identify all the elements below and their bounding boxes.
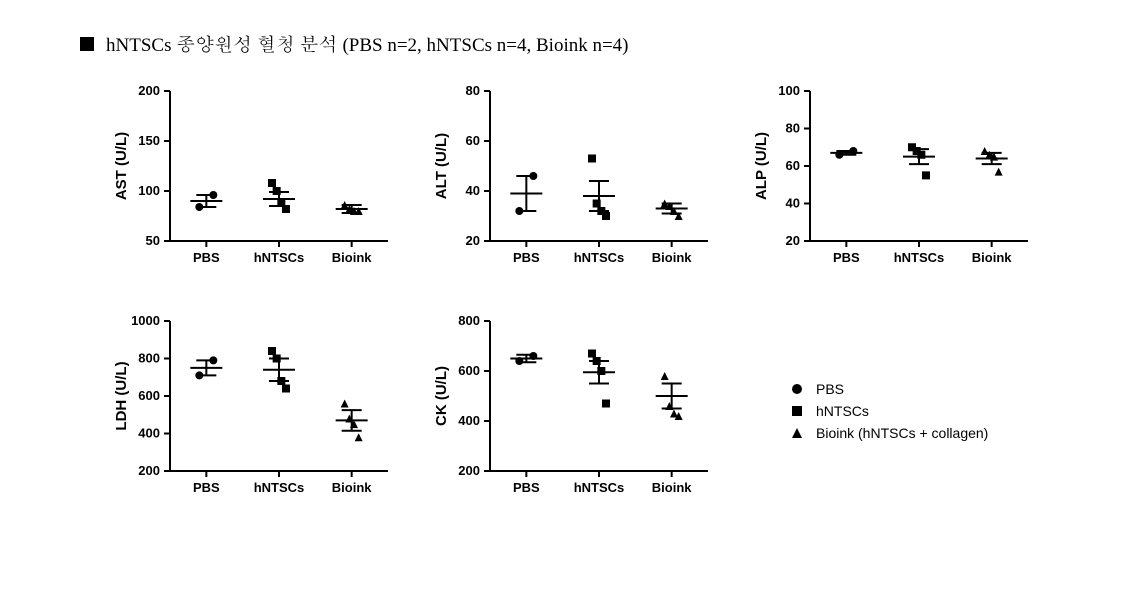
scatter-panel: 50 100 150 200 PBS hNTSCs Bioink AST (U/L): [108, 81, 398, 281]
svg-text:60: 60: [466, 133, 480, 148]
scatter-panel: 20 40 60 80 PBS hNTSCs Bioink ALT (U/L): [428, 81, 718, 281]
svg-text:Bioink: Bioink: [652, 250, 692, 265]
svg-text:400: 400: [138, 426, 160, 441]
chart-panel: 20 40 60 80 PBS hNTSCs Bioink ALT (U/L): [428, 81, 718, 281]
svg-text:800: 800: [138, 351, 160, 366]
svg-text:200: 200: [458, 463, 480, 478]
svg-text:1000: 1000: [131, 313, 160, 328]
chart-grid: 50 100 150 200 PBS hNTSCs Bioink AST (U/L) 20 40 6…: [60, 81, 1086, 511]
y-axis-label: ALP (U/L): [753, 132, 770, 200]
legend-label: hNTSCs: [816, 403, 869, 419]
y-axis-label: LDH (U/L): [113, 361, 130, 430]
svg-text:100: 100: [138, 183, 160, 198]
legend-label: Bioink (hNTSCs + collagen): [816, 425, 988, 441]
svg-text:PBS: PBS: [513, 250, 540, 265]
y-axis-label: AST (U/L): [113, 132, 130, 200]
chart-panel: 50 100 150 200 PBS hNTSCs Bioink AST (U/L): [108, 81, 398, 281]
triangle-icon: [788, 426, 806, 440]
title-text: hNTSCs 종양원성 혈청 분석 (PBS n=2, hNTSCs n=4, …: [106, 30, 629, 57]
svg-text:hNTSCs: hNTSCs: [894, 250, 945, 265]
legend-item: hNTSCs: [788, 403, 1038, 419]
svg-text:Bioink: Bioink: [332, 250, 372, 265]
svg-text:40: 40: [466, 183, 480, 198]
svg-text:20: 20: [466, 233, 480, 248]
y-axis-label: ALT (U/L): [433, 133, 450, 199]
legend-item: Bioink (hNTSCs + collagen): [788, 425, 1038, 441]
figure-title: hNTSCs 종양원성 혈청 분석 (PBS n=2, hNTSCs n=4, …: [80, 30, 1086, 57]
svg-text:hNTSCs: hNTSCs: [254, 480, 305, 495]
svg-text:80: 80: [786, 121, 800, 136]
svg-text:hNTSCs: hNTSCs: [574, 250, 625, 265]
legend-label: PBS: [816, 381, 844, 397]
svg-text:20: 20: [786, 233, 800, 248]
svg-text:200: 200: [138, 83, 160, 98]
scatter-panel: 200 400 600 800 PBS hNTSCs Bioink CK (U/L): [428, 311, 718, 511]
svg-text:hNTSCs: hNTSCs: [254, 250, 305, 265]
svg-text:50: 50: [146, 233, 160, 248]
square-icon: [788, 404, 806, 418]
svg-text:80: 80: [466, 83, 480, 98]
svg-text:600: 600: [138, 388, 160, 403]
title-bullet-icon: [80, 37, 94, 51]
svg-text:Bioink: Bioink: [332, 480, 372, 495]
scatter-panel: 20 40 60 80 100 PBS hNTSCs Bioink ALP (U/L): [748, 81, 1038, 281]
svg-text:600: 600: [458, 363, 480, 378]
legend: PBS hNTSCs Bioink (hNTSCs + collagen): [748, 311, 1038, 511]
scatter-panel: 200 400 600 800 1000 PBS hNTSCs Bioink LDH (U/L): [108, 311, 398, 511]
svg-text:100: 100: [778, 83, 800, 98]
svg-text:PBS: PBS: [833, 250, 860, 265]
y-axis-label: CK (U/L): [433, 366, 450, 426]
chart-panel: 20 40 60 80 100 PBS hNTSCs Bioink ALP (U/L): [748, 81, 1038, 281]
legend-item: PBS: [788, 381, 1038, 397]
svg-text:40: 40: [786, 196, 800, 211]
circle-icon: [788, 382, 806, 396]
svg-text:150: 150: [138, 133, 160, 148]
svg-text:200: 200: [138, 463, 160, 478]
chart-panel: 200 400 600 800 PBS hNTSCs Bioink CK (U/L): [428, 311, 718, 511]
svg-text:800: 800: [458, 313, 480, 328]
svg-text:PBS: PBS: [193, 480, 220, 495]
svg-text:Bioink: Bioink: [972, 250, 1012, 265]
chart-panel: 200 400 600 800 1000 PBS hNTSCs Bioink LDH (U/L): [108, 311, 398, 511]
svg-text:Bioink: Bioink: [652, 480, 692, 495]
svg-text:PBS: PBS: [513, 480, 540, 495]
svg-text:60: 60: [786, 158, 800, 173]
svg-text:hNTSCs: hNTSCs: [574, 480, 625, 495]
svg-text:400: 400: [458, 413, 480, 428]
svg-text:PBS: PBS: [193, 250, 220, 265]
